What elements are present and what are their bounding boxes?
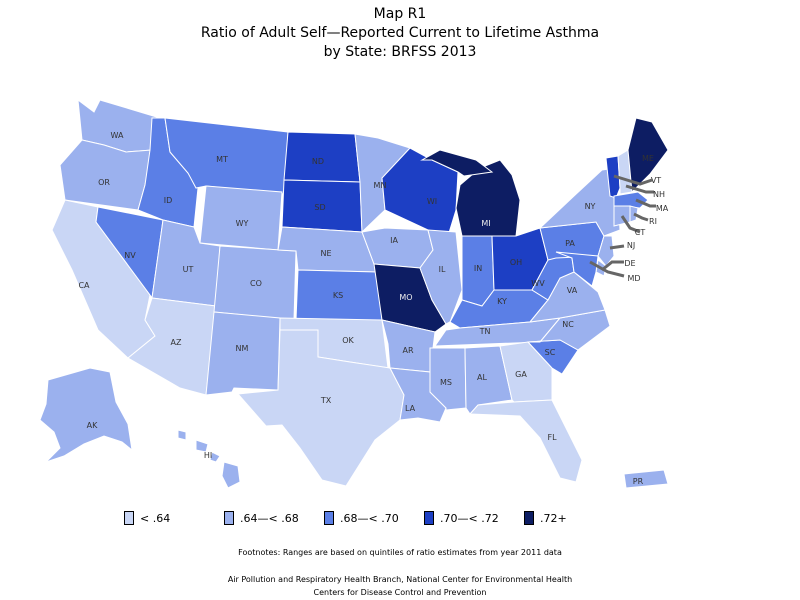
label-HI: HI xyxy=(204,451,212,460)
legend-label: < .64 xyxy=(140,511,171,525)
state-NH xyxy=(617,149,633,195)
label-VT: VT xyxy=(651,176,661,185)
label-DE: DE xyxy=(624,259,635,268)
label-CA: CA xyxy=(78,281,90,290)
leader-NH xyxy=(625,184,654,194)
leader-MA xyxy=(635,198,656,208)
label-KY: KY xyxy=(497,297,507,306)
label-ME: ME xyxy=(642,154,654,163)
source-line-1: Air Pollution and Respiratory Health Bra… xyxy=(227,575,573,584)
legend-swatch xyxy=(524,511,534,525)
label-WV: WV xyxy=(531,279,545,288)
label-UT: UT xyxy=(183,265,194,274)
label-OK: OK xyxy=(342,336,354,345)
label-NM: NM xyxy=(236,344,249,353)
state-ME xyxy=(627,117,669,194)
leader-CT xyxy=(620,215,641,234)
legend-item-2: .64—< .68 xyxy=(224,510,299,526)
leader-DE xyxy=(601,260,624,272)
state-WY xyxy=(199,185,283,251)
legend-item-3: .68—< .70 xyxy=(324,510,399,526)
label-NC: NC xyxy=(562,320,574,329)
label-MD: MD xyxy=(627,274,640,283)
map-title: Map R1 xyxy=(373,6,427,22)
legend-swatch xyxy=(124,511,134,525)
legend-swatch xyxy=(424,511,434,525)
label-SC: SC xyxy=(545,348,556,357)
label-IA: IA xyxy=(390,236,398,245)
map-subtitle-2: by State: BRFSS 2013 xyxy=(323,44,477,60)
label-MT: MT xyxy=(216,155,228,164)
label-OH: OH xyxy=(510,258,522,267)
label-IL: IL xyxy=(439,265,446,274)
label-VA: VA xyxy=(567,286,578,295)
state-IL xyxy=(419,229,463,325)
legend-item-4: .70—< .72 xyxy=(424,510,499,526)
label-CO: CO xyxy=(250,279,262,288)
label-WI: WI xyxy=(427,197,437,206)
label-AR: AR xyxy=(402,346,413,355)
legend-label: .64—< .68 xyxy=(240,511,299,525)
label-OR: OR xyxy=(98,178,110,187)
state-NV xyxy=(95,206,164,300)
leader-RI xyxy=(633,212,649,222)
label-MI: MI xyxy=(481,219,490,228)
legend-label: .72+ xyxy=(540,511,567,525)
label-MO: MO xyxy=(399,293,412,302)
label-AL: AL xyxy=(477,373,487,382)
label-NY: NY xyxy=(585,202,596,211)
label-PR: PR xyxy=(633,477,644,486)
label-TX: TX xyxy=(320,396,332,405)
label-PA: PA xyxy=(565,239,575,248)
state-NJ xyxy=(597,235,615,267)
state-TX xyxy=(236,329,405,487)
state-MD xyxy=(555,251,599,287)
legend-item-1: < .64 xyxy=(124,510,170,526)
label-WA: WA xyxy=(111,131,124,140)
label-FL: FL xyxy=(547,433,557,442)
label-SD: SD xyxy=(314,203,325,212)
legend-swatch xyxy=(324,511,334,525)
label-ND: ND xyxy=(312,157,324,166)
label-ID: ID xyxy=(164,196,173,205)
label-AZ: AZ xyxy=(171,338,182,347)
state-PR xyxy=(623,469,669,489)
state-AK xyxy=(39,367,133,463)
label-GA: GA xyxy=(515,370,527,379)
label-IN: IN xyxy=(474,264,482,273)
map-subtitle: Ratio of Adult Self—Reported Current to … xyxy=(200,25,600,41)
state-HI xyxy=(177,429,241,489)
legend-swatch xyxy=(224,511,234,525)
label-NJ: NJ xyxy=(627,241,635,250)
state-MI-up xyxy=(420,149,494,177)
label-TN: TN xyxy=(479,327,491,336)
label-MS: MS xyxy=(440,378,452,387)
label-MA: MA xyxy=(656,204,669,213)
legend-item-5: .72+ xyxy=(524,510,567,526)
leader-VT xyxy=(613,174,653,186)
label-WY: WY xyxy=(236,219,249,228)
state-FL xyxy=(468,399,583,483)
leader-MD xyxy=(589,260,625,278)
state-NM xyxy=(205,311,281,396)
label-NH: NH xyxy=(653,190,665,199)
label-LA: LA xyxy=(405,404,416,413)
label-RI: RI xyxy=(649,217,657,226)
label-NV: NV xyxy=(124,251,136,260)
legend-label: .68—< .70 xyxy=(340,511,399,525)
label-MN: MN xyxy=(374,181,387,190)
label-KS: KS xyxy=(333,291,343,300)
state-VT xyxy=(605,155,621,199)
label-CT: CT xyxy=(635,228,646,237)
label-AK: AK xyxy=(87,421,98,430)
label-NE: NE xyxy=(320,249,331,258)
legend-label: .70—< .72 xyxy=(440,511,499,525)
source-line-2: Centers for Disease Control and Preventi… xyxy=(313,588,487,597)
leader-NJ xyxy=(609,244,625,250)
footnote: Footnotes: Ranges are based on quintiles… xyxy=(238,548,562,557)
